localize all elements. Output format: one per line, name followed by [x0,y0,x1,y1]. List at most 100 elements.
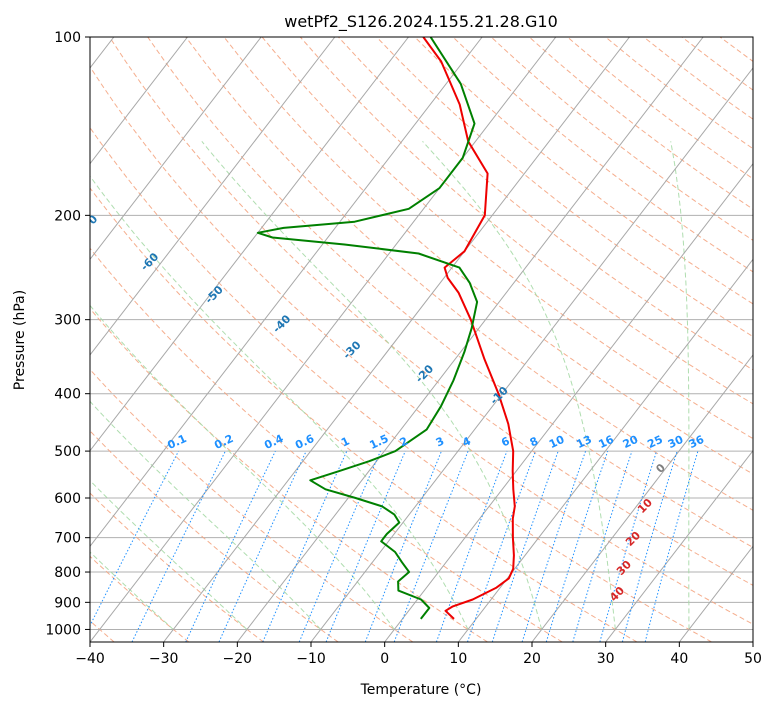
dry-adiabat [90,492,264,642]
x-tick-label: 20 [523,651,541,667]
x-axis-label: Temperature (°C) [360,682,482,698]
mixing-ratio-lines [90,450,699,642]
plot-frame [89,36,754,643]
mixing-ratio-line [467,450,536,642]
mixing-ratio-line [131,450,226,642]
mixing-ratio-line [521,450,587,642]
theta-label: -30 [340,338,363,361]
mixing-ratio-line [491,450,559,642]
dry-adiabat [452,37,753,273]
y-tick-label: 500 [54,444,81,460]
mixing-ratio-line [218,450,307,642]
dry-adiabat [719,37,753,63]
mixing-ratio-line [393,450,469,642]
theta-e-label: 10 [635,496,655,516]
sounding-series [256,37,516,620]
moist-adiabat [201,140,543,630]
isotherms [90,37,753,642]
dry-adiabat [643,37,753,120]
x-tick-label: −30 [149,651,179,667]
y-tick-label: 700 [54,531,81,547]
y-axis-label: Pressure (hPa) [12,290,28,390]
dry-adiabat [109,37,753,586]
moist-adiabat [670,141,690,630]
mixing-ratio-label: 4 [460,434,473,449]
x-tick-label: 40 [670,651,688,667]
y-tick-label: 600 [54,491,81,507]
theta-e-label: 20 [623,529,643,549]
isotherm-line [163,37,630,642]
x-tick-label: 30 [597,651,615,667]
mixing-ratio-label: 0.4 [262,432,285,452]
isotherm-line [90,37,188,165]
dry-adiabat [567,37,753,180]
dewpoint-profile [256,37,479,620]
y-tick-label: 1000 [45,622,81,638]
mixing-ratio-line [325,450,406,642]
mixing-ratio-line [644,450,699,642]
mixing-ratio-label: 30 [666,433,686,451]
dry-adiabat [90,65,753,625]
dry-adiabat [261,37,753,440]
isotherm-line [384,162,753,642]
mixing-ratio-labels: 0.1 0.2 0.4 0.6 1 1.5 2 3 4 6 8 10 13 16 20 25 30 36 [165,432,706,452]
dry-adiabat [90,555,190,642]
mixing-ratio-label: 25 [645,433,664,451]
isotherm-line [752,641,753,642]
y-tick-label: 100 [54,30,81,46]
y-axis-ticks: 100 200 300 400 500 600 700 800 900 1000 [45,30,90,638]
dry-adiabat [758,37,775,642]
mixing-ratio-line [621,450,678,642]
isotherm-line [457,258,753,642]
dry-adiabat [414,37,753,305]
dry-adiabat [185,37,753,511]
mixing-ratio-label: 16 [597,433,617,451]
mixing-ratio-line [435,450,508,642]
mixing-ratio-label: 3 [434,434,446,449]
y-tick-label: 400 [54,387,81,403]
mixing-ratio-line [262,450,348,642]
theta-label: -50 [203,283,226,306]
moist-adiabat [90,400,322,630]
mixing-ratio-line [185,450,276,642]
mixing-ratio-label: 20 [621,433,641,451]
mixing-ratio-label: 1 [339,434,351,449]
isotherm-line [236,37,704,642]
isotherm-line [90,37,409,452]
isotherm-line [90,37,483,548]
mixing-ratio-label: 0.1 [165,432,188,452]
theta-label: -60 [138,250,161,273]
moist-adiabats [90,140,690,630]
dry-adiabat [90,247,563,642]
mixing-ratio-line [298,450,381,642]
isotherm-line [90,37,557,642]
mixing-ratio-label: 36 [687,433,707,451]
theta-e-label: 30 [614,558,634,578]
dry-adiabat [681,37,753,91]
theta-label: -80 [20,168,43,191]
theta-label: -70 [77,212,100,235]
y-tick-label: 300 [54,313,81,329]
dry-adiabat [90,126,712,642]
x-tick-label: −40 [75,651,105,667]
mixing-ratio-line [599,450,658,642]
mixing-ratio-line [364,450,442,642]
isotherm-line [90,37,336,356]
isotherm-line [678,545,753,642]
isotherm-line [605,449,753,642]
dry-adiabat [90,368,414,642]
x-tick-label: 50 [744,651,762,667]
dry-adiabats [90,37,775,642]
mixing-ratio-line [545,450,609,642]
moist-adiabat [90,175,469,630]
pressure-gridlines [90,37,753,630]
x-tick-label: −10 [296,651,326,667]
dry-adiabat [90,187,638,642]
dry-adiabat [376,37,753,338]
y-tick-label: 200 [54,208,81,224]
mixing-ratio-label: 1.5 [367,432,390,452]
dry-adiabat [299,37,753,405]
dry-adiabat [528,37,753,210]
